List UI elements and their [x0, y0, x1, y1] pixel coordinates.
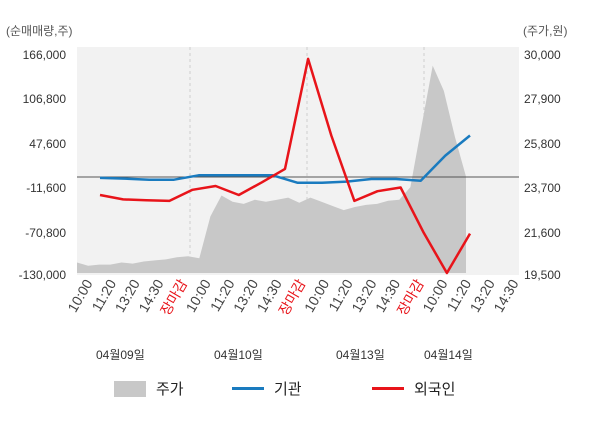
right-tick: 23,700 — [524, 181, 561, 195]
price-area — [77, 65, 466, 273]
left-axis-label: (순매매량,주) — [6, 24, 73, 38]
time-label: 10:00 — [183, 276, 214, 315]
legend-swatch — [232, 387, 264, 390]
left-tick: -11,600 — [26, 181, 66, 195]
right-tick: 30,000 — [524, 48, 561, 62]
legend-label: 외국인 — [414, 381, 456, 398]
right-tick: 19,500 — [524, 268, 561, 282]
date-label: 04월14일 — [424, 348, 473, 362]
legend-item-institution: 기관 — [232, 378, 302, 399]
series-line-foreign — [99, 57, 472, 275]
time-labels: 10:0011:2013:2014:30장마감10:0011:2013:2014… — [64, 276, 521, 318]
left-tick: 166,000 — [22, 48, 66, 62]
legend-swatch — [372, 387, 404, 390]
legend-label: 기관 — [274, 381, 302, 398]
legend-label: 주가 — [156, 381, 184, 398]
right-axis-label: (주가,원) — [523, 24, 568, 38]
right-tick: 21,600 — [524, 226, 561, 240]
left-tick: 106,800 — [22, 92, 66, 106]
time-label: 10:00 — [419, 276, 450, 315]
right-tick: 25,800 — [524, 137, 561, 151]
series-line-institution — [99, 134, 471, 184]
time-label: 14:30 — [490, 276, 521, 315]
left-tick: -70,800 — [25, 226, 66, 240]
right-tick: 27,900 — [524, 92, 561, 106]
date-label: 04월10일 — [214, 348, 263, 362]
left-tick: -130,000 — [18, 268, 66, 282]
time-label: 10:00 — [301, 276, 332, 315]
legend: 주가 기관 외국인 — [0, 378, 600, 404]
price-area-layer — [77, 65, 466, 273]
date-label: 04월09일 — [96, 348, 145, 362]
legend-item-price: 주가 — [114, 378, 184, 399]
time-label: 10:00 — [64, 276, 95, 315]
date-label: 04월13일 — [336, 348, 385, 362]
left-tick: 47,600 — [29, 137, 66, 151]
series-layer — [99, 57, 472, 275]
legend-swatch — [114, 380, 146, 397]
legend-item-foreign: 외국인 — [372, 378, 455, 399]
